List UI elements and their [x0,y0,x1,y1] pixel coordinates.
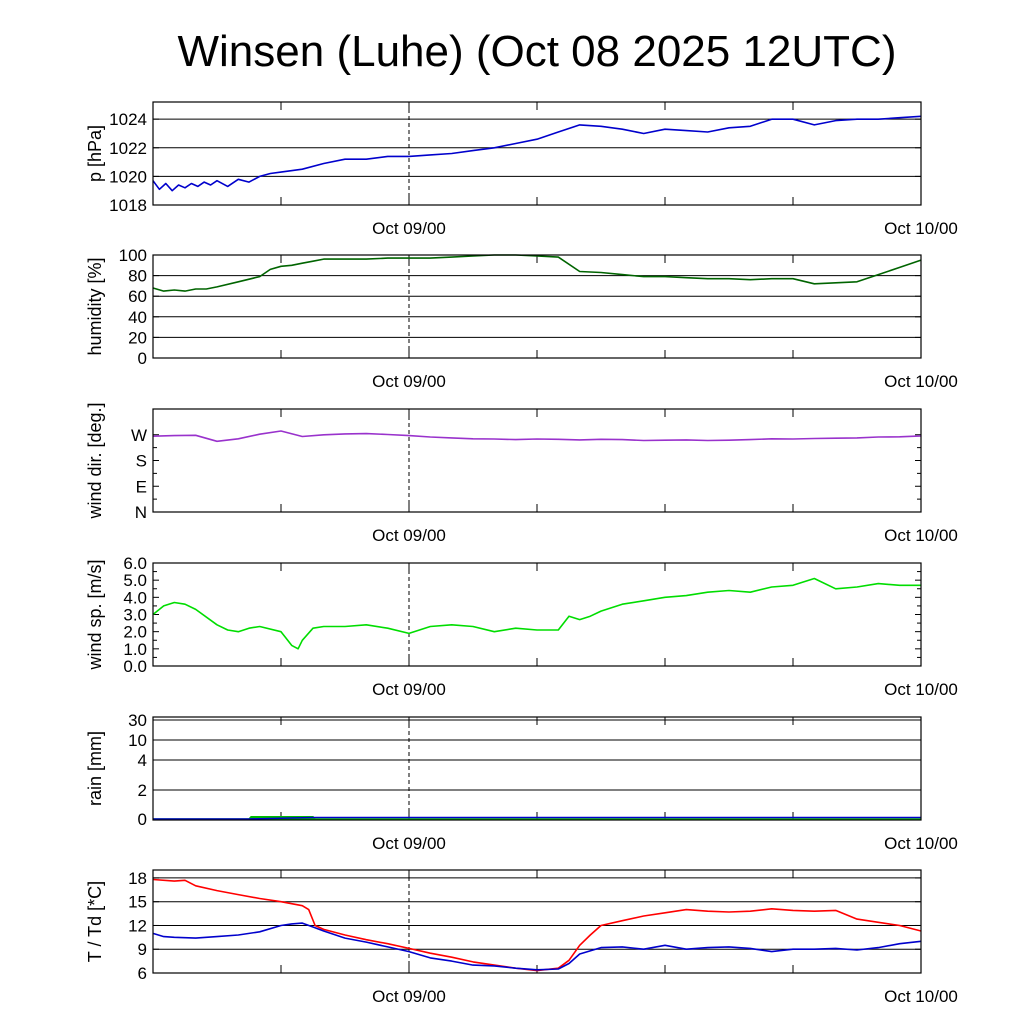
y-tick-label: 30 [128,711,147,730]
series-line-1 [152,430,922,443]
y-tick-label: 6 [138,964,147,983]
plot-frame [152,101,922,206]
y-tick-label: N [135,503,147,522]
y-axis-label: wind dir. [deg.] [85,402,105,519]
y-tick-label: 0 [138,810,147,829]
y-tick-label: 6.0 [123,554,147,573]
y-tick-label: 5.0 [123,571,147,590]
series-line-1 [152,254,922,292]
x-tick-label: Oct 09/00 [372,834,446,853]
y-tick-label: 4 [138,751,147,770]
y-tick-label: 9 [138,940,147,959]
plot-frame [152,408,922,513]
y-tick-label: 1018 [109,196,147,215]
panel-4: 0.01.02.03.04.05.06.0 Oct 09/00 Oct 10/00 w… [85,554,958,699]
plot-frame [152,562,922,667]
x-tick-label: Oct 10/00 [884,526,958,545]
plot-frame [152,869,922,974]
y-tick-label: 4.0 [123,588,147,607]
y-tick-label: 40 [128,308,147,327]
y-tick-label: 80 [128,267,147,286]
chart-title: Winsen (Luhe) (Oct 08 2025 12UTC) [178,27,897,76]
x-tick-label: Oct 09/00 [372,219,446,238]
x-tick-label: Oct 10/00 [884,680,958,699]
x-tick-label: Oct 10/00 [884,834,958,853]
y-tick-label: 15 [128,893,147,912]
x-tick-label: Oct 09/00 [372,372,446,391]
y-tick-label: 1022 [109,139,147,158]
plot-frame [152,254,922,359]
x-tick-label: Oct 10/00 [884,219,958,238]
series-line-2 [153,816,921,820]
x-tick-label: Oct 09/00 [372,987,446,1006]
y-tick-label: 0 [138,349,147,368]
y-axis-label: p [hPa] [85,125,105,182]
panel-1: 1018 1020 1022 1024 Oct 09/00 Oct 10/00 p [hPa… [85,101,958,238]
y-tick-label: 18 [128,869,147,888]
y-tick-label: 2.0 [123,623,147,642]
y-tick-label: S [136,452,147,471]
y-tick-label: 2 [138,781,147,800]
y-tick-label: 0.0 [123,657,147,676]
y-tick-label: 10 [128,731,147,750]
y-tick-label: E [136,477,147,496]
y-tick-label: 1.0 [123,640,147,659]
series-line-1 [152,577,921,650]
x-tick-label: Oct 09/00 [372,526,446,545]
y-tick-label: W [131,426,147,445]
y-axis-label: wind sp. [m/s] [85,559,105,670]
x-tick-label: Oct 10/00 [884,987,958,1006]
y-tick-label: 1024 [109,110,147,129]
plot-frame [152,716,922,821]
series-line-1 [152,115,922,192]
x-tick-label: Oct 10/00 [884,372,958,391]
y-tick-label: 60 [128,287,147,306]
y-tick-label: 3.0 [123,606,147,625]
y-axis-label: humidity [%] [85,257,105,355]
y-tick-label: 100 [119,246,147,265]
x-tick-label: Oct 09/00 [372,680,446,699]
y-axis-label: rain [mm] [85,731,105,806]
series-line-2 [152,922,922,971]
y-axis-label: T / Td [*C] [85,881,105,962]
panel-6: 6 9 12 15 18 Oct 09/00 Oct 10/00 T / Td [*C] [85,869,958,1006]
y-tick-label: 1020 [109,167,147,186]
y-tick-label: 20 [128,328,147,347]
y-tick-label: 12 [128,916,147,935]
